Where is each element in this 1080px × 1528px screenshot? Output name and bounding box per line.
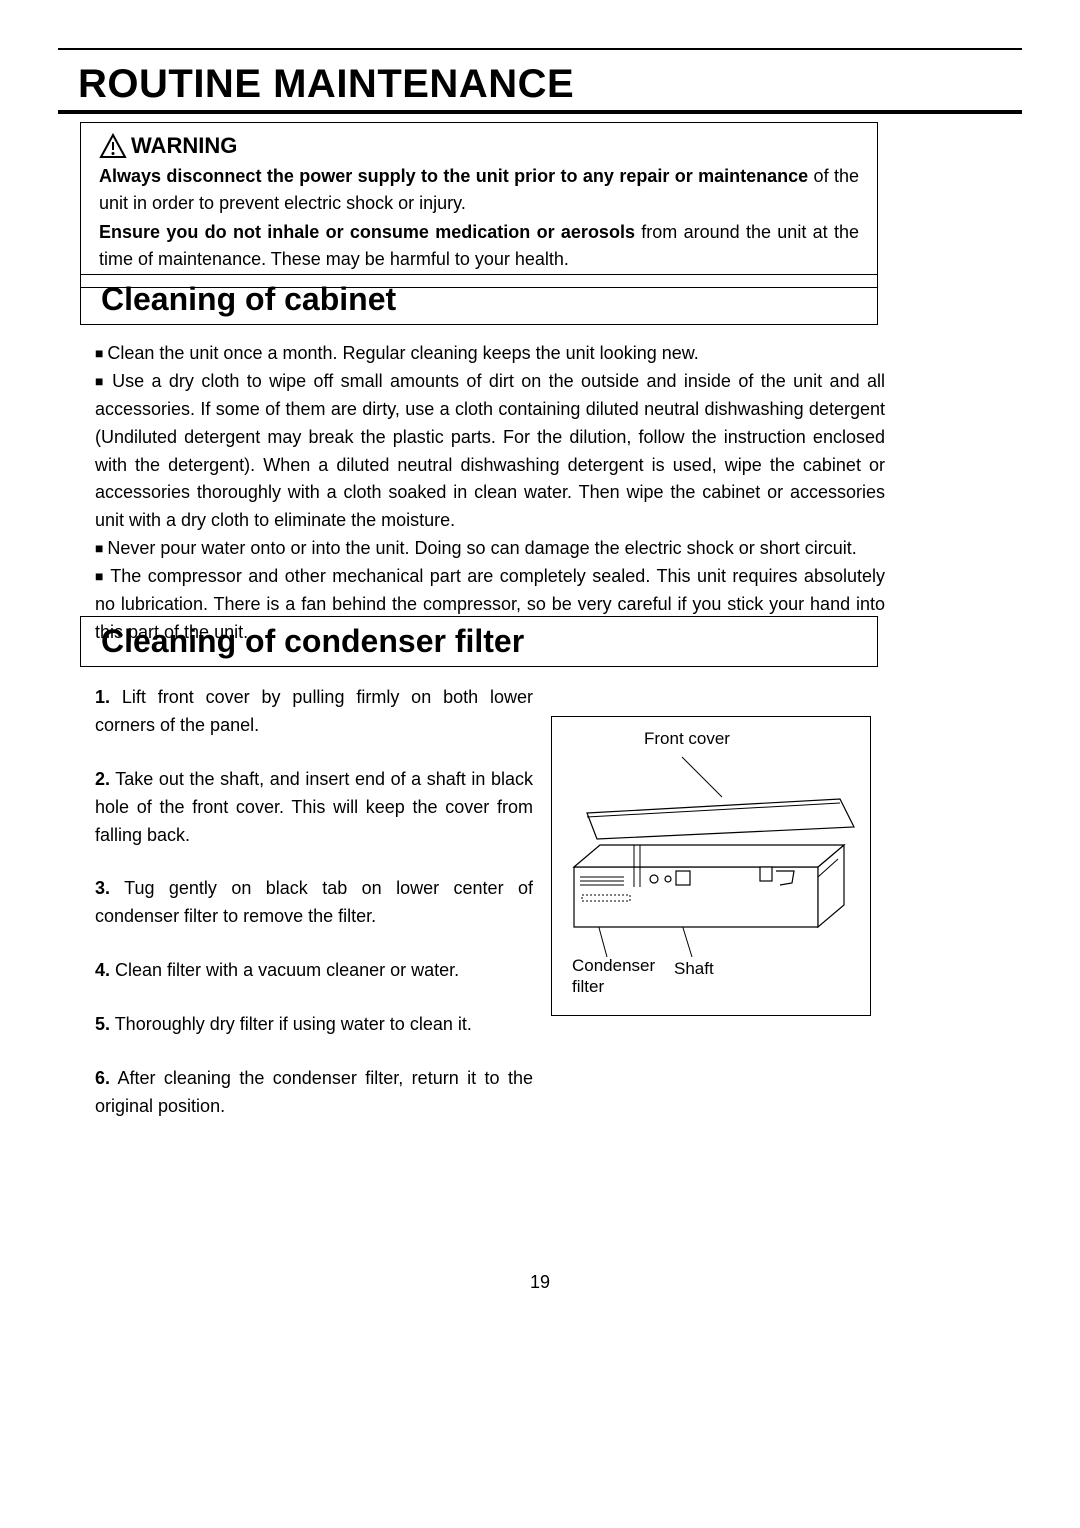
step-6-text: After cleaning the condenser filter, ret… [95, 1068, 533, 1116]
page-title-rule [58, 110, 1022, 114]
figure-frame: Front cover Condenser filter Shaft [551, 716, 871, 1016]
step-2-no: 2. [95, 769, 110, 789]
step-1: 1. Lift front cover by pulling firmly on… [95, 684, 533, 740]
step-5-no: 5. [95, 1014, 110, 1034]
step-4-no: 4. [95, 960, 110, 980]
warning-body: Always disconnect the power supply to th… [99, 163, 859, 273]
page-number: 19 [0, 1272, 1080, 1293]
step-3: 3. Tug gently on black tab on lower cent… [95, 875, 533, 931]
figure-diagram-icon [562, 727, 862, 1007]
section1-bullet-3: Never pour water onto or into the unit. … [95, 535, 885, 563]
step-6-no: 6. [95, 1068, 110, 1088]
steps-column: 1. Lift front cover by pulling firmly on… [95, 684, 533, 1147]
page-title: ROUTINE MAINTENANCE [78, 62, 574, 107]
warning-paragraph-2: Ensure you do not inhale or consume medi… [99, 219, 859, 273]
section-heading-condenser-filter: Cleaning of condenser filter [80, 616, 878, 667]
warning-header: WARNING [99, 133, 859, 159]
step-6: 6. After cleaning the condenser filter, … [95, 1065, 533, 1121]
section-heading-cleaning-cabinet: Cleaning of cabinet [80, 274, 878, 325]
step-1-text: Lift front cover by pulling firmly on bo… [95, 687, 533, 735]
step-3-text: Tug gently on black tab on lower center … [95, 878, 533, 926]
section2-two-column: 1. Lift front cover by pulling firmly on… [95, 684, 885, 1147]
section1-body: Clean the unit once a month. Regular cle… [95, 340, 885, 647]
step-2-text: Take out the shaft, and insert end of a … [95, 769, 533, 845]
step-4-text: Clean filter with a vacuum cleaner or wa… [110, 960, 459, 980]
warning-triangle-icon [99, 133, 127, 159]
step-2: 2. Take out the shaft, and insert end of… [95, 766, 533, 850]
step-5: 5. Thoroughly dry filter if using water … [95, 1011, 533, 1039]
step-3-no: 3. [95, 878, 110, 898]
warning-para1-bold: Always disconnect the power supply to th… [99, 166, 808, 186]
section1-bullet-1: Clean the unit once a month. Regular cle… [95, 340, 885, 368]
step-5-text: Thoroughly dry filter if using water to … [110, 1014, 472, 1034]
section1-bullet-2: Use a dry cloth to wipe off small amount… [95, 368, 885, 535]
warning-paragraph-1: Always disconnect the power supply to th… [99, 163, 859, 217]
step-1-no: 1. [95, 687, 110, 707]
step-4: 4. Clean filter with a vacuum cleaner or… [95, 957, 533, 985]
page-top-rule [58, 48, 1022, 50]
warning-box: WARNING Always disconnect the power supp… [80, 122, 878, 288]
figure-column: Front cover Condenser filter Shaft [551, 716, 885, 1147]
warning-label: WARNING [131, 133, 237, 159]
warning-para2-bold: Ensure you do not inhale or consume medi… [99, 222, 635, 242]
